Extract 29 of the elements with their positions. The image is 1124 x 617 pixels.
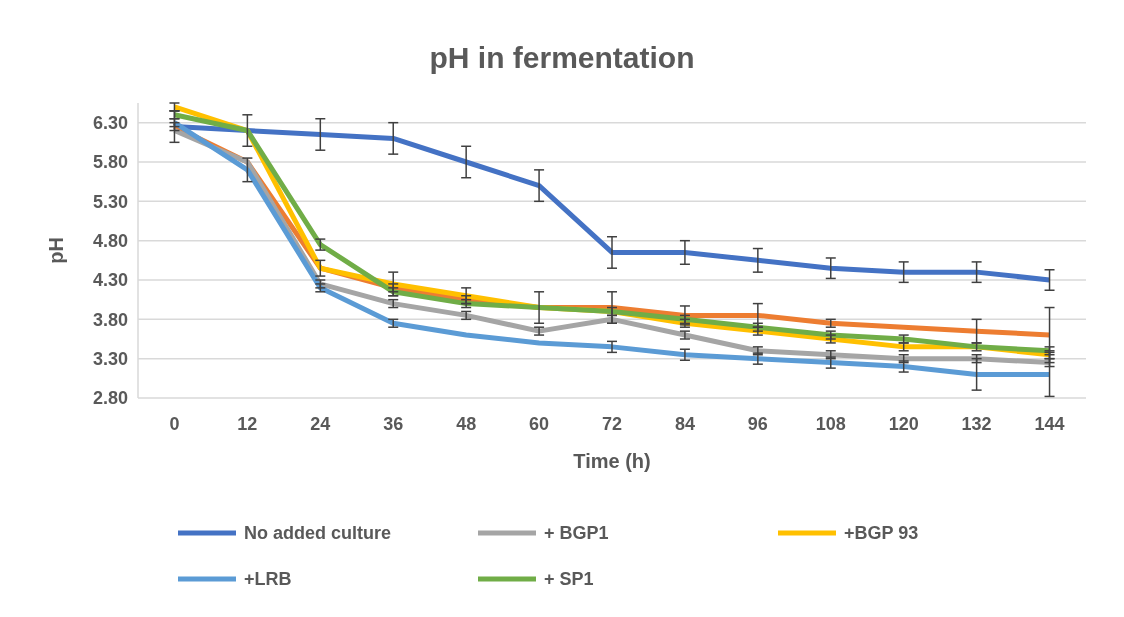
x-tick-label: 108 (815, 414, 846, 434)
y-axis-title: pH (45, 237, 67, 264)
legend-label: + BGP1 (544, 523, 609, 544)
legend-label: +LRB (244, 569, 292, 590)
x-tick-label: 24 (310, 414, 331, 434)
legend-label: +BGP 93 (844, 523, 919, 544)
y-tick-label: 4.30 (92, 270, 128, 291)
y-tick-label: 2.80 (92, 388, 128, 409)
x-tick-label: 96 (747, 414, 768, 434)
chart-title: pH in fermentation (429, 41, 695, 74)
x-tick-label: 36 (383, 414, 404, 434)
x-tick-label: 0 (169, 414, 180, 434)
legend-label: + SP1 (544, 569, 594, 590)
x-tick-label: 48 (456, 414, 477, 434)
x-tick-label: 12 (237, 414, 258, 434)
y-tick-label: 4.80 (92, 230, 128, 251)
y-tick-label: 3.80 (92, 309, 128, 330)
y-tick-label: 3.30 (92, 348, 128, 369)
x-tick-label: 144 (1034, 414, 1065, 434)
y-tick-label: 5.80 (92, 152, 128, 173)
x-tick-label: 132 (961, 414, 992, 434)
legend-label: No added culture (244, 523, 392, 544)
x-tick-label: 72 (601, 414, 623, 434)
y-tick-label: 6.30 (92, 112, 128, 133)
x-tick-label: 60 (529, 414, 550, 434)
y-tick-label: 5.30 (92, 191, 128, 212)
x-tick-label: 120 (888, 414, 919, 434)
x-axis-title: Time (h) (573, 450, 651, 472)
x-tick-label: 84 (674, 414, 695, 434)
